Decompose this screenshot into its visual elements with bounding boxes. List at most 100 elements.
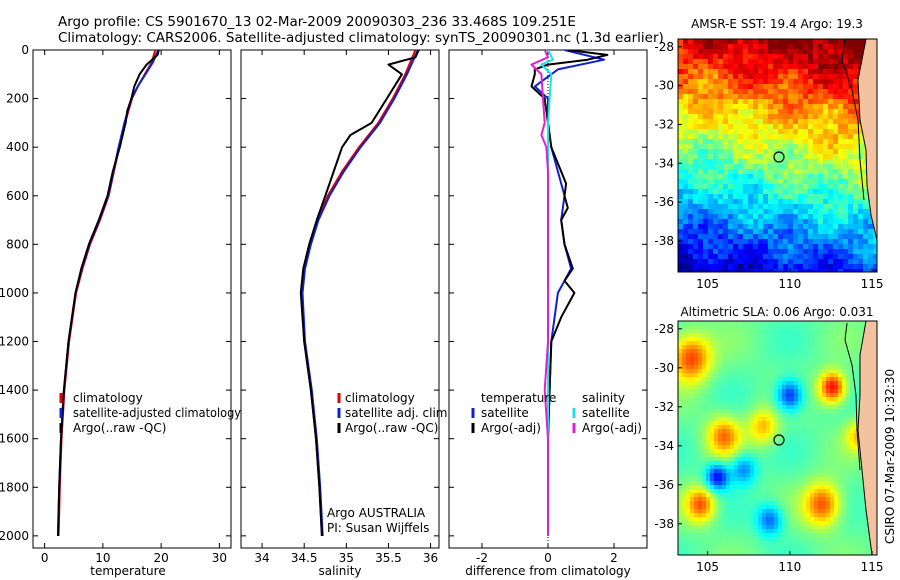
map-cell bbox=[838, 517, 843, 522]
map-cell bbox=[746, 337, 751, 342]
map-cell bbox=[803, 154, 809, 160]
legend-label-satellite-adj: satellite adj. clim. bbox=[345, 406, 451, 420]
map-cell bbox=[838, 124, 844, 130]
map-cell bbox=[783, 264, 789, 270]
map-cell bbox=[768, 124, 774, 130]
map-cell bbox=[758, 124, 764, 130]
map-cell bbox=[762, 341, 767, 346]
map-cell bbox=[738, 84, 744, 90]
map-cell bbox=[738, 229, 744, 235]
legend-header-temperature: temperature bbox=[481, 391, 556, 405]
map-cell bbox=[706, 349, 711, 354]
map-cell bbox=[738, 401, 743, 406]
map-cell bbox=[710, 389, 715, 394]
map-cell bbox=[746, 417, 751, 422]
map-cell bbox=[826, 453, 831, 458]
map-cell bbox=[718, 353, 723, 358]
map-cell bbox=[730, 321, 735, 326]
map-cell bbox=[783, 214, 789, 220]
map-cell bbox=[790, 437, 795, 442]
map-cell bbox=[823, 209, 829, 215]
map-cell bbox=[708, 129, 714, 135]
map-cell bbox=[690, 501, 695, 506]
map-cell bbox=[738, 421, 743, 426]
x-tick-label: 34.5 bbox=[291, 551, 318, 565]
map-cell bbox=[810, 489, 815, 494]
map-cell bbox=[703, 149, 709, 155]
map-cell bbox=[714, 425, 719, 430]
map-cell bbox=[788, 264, 794, 270]
map-cell bbox=[810, 425, 815, 430]
map-cell bbox=[753, 134, 759, 140]
map-cell bbox=[750, 437, 755, 442]
map-cell bbox=[678, 79, 684, 85]
map-cell bbox=[714, 373, 719, 378]
map-cell bbox=[690, 341, 695, 346]
map-cell bbox=[678, 249, 684, 255]
map-cell bbox=[746, 461, 751, 466]
map-cell bbox=[808, 204, 814, 210]
map-cell bbox=[746, 421, 751, 426]
map-cell bbox=[798, 481, 803, 486]
map-cell bbox=[763, 144, 769, 150]
map-cell bbox=[838, 481, 843, 486]
map-cell bbox=[723, 249, 729, 255]
map-cell bbox=[718, 189, 724, 195]
map-cell bbox=[688, 169, 694, 175]
map-cell bbox=[770, 329, 775, 334]
map-cell bbox=[818, 321, 823, 326]
map-cell bbox=[743, 159, 749, 165]
sst-axes-box bbox=[677, 38, 878, 273]
map-cell bbox=[778, 397, 783, 402]
map-cell bbox=[813, 174, 819, 180]
map-cell bbox=[808, 69, 814, 75]
map-cell bbox=[848, 209, 854, 215]
map-cell bbox=[688, 234, 694, 240]
map-cell bbox=[834, 421, 839, 426]
map-cell bbox=[802, 441, 807, 446]
map-cell bbox=[863, 239, 869, 245]
map-cell bbox=[730, 385, 735, 390]
map-cell bbox=[683, 54, 689, 60]
map-cell bbox=[858, 501, 863, 506]
map-cell bbox=[863, 169, 869, 175]
map-cell bbox=[828, 54, 834, 60]
map-cell bbox=[746, 385, 751, 390]
map-cell bbox=[753, 129, 759, 135]
map-cell bbox=[738, 477, 743, 482]
map-cell bbox=[762, 533, 767, 538]
map-cell bbox=[714, 517, 719, 522]
map-cell bbox=[723, 134, 729, 140]
map-cell bbox=[850, 341, 855, 346]
map-cell bbox=[782, 513, 787, 518]
map-cell bbox=[862, 533, 867, 538]
map-cell bbox=[742, 385, 747, 390]
map-cell bbox=[686, 509, 691, 514]
map-cell bbox=[814, 461, 819, 466]
map-cell bbox=[828, 259, 834, 265]
map-cell bbox=[798, 169, 804, 175]
map-cell bbox=[703, 174, 709, 180]
map-cell bbox=[828, 84, 834, 90]
map-cell bbox=[822, 537, 827, 542]
map-cell bbox=[703, 244, 709, 250]
map-cell bbox=[753, 99, 759, 105]
map-cell bbox=[754, 393, 759, 398]
map-cell bbox=[718, 204, 724, 210]
map-cell bbox=[682, 409, 687, 414]
map-cell bbox=[838, 373, 843, 378]
map-cell bbox=[710, 497, 715, 502]
map-cell bbox=[828, 149, 834, 155]
map-cell bbox=[723, 179, 729, 185]
map-cell bbox=[846, 497, 851, 502]
map-cell bbox=[750, 329, 755, 334]
map-cell bbox=[722, 329, 727, 334]
map-cell bbox=[734, 545, 739, 550]
map-cell bbox=[763, 224, 769, 230]
map-cell bbox=[773, 254, 779, 260]
map-cell bbox=[738, 239, 744, 245]
map-cell bbox=[746, 505, 751, 510]
map-cell bbox=[688, 264, 694, 270]
map-cell bbox=[842, 489, 847, 494]
map-cell bbox=[714, 409, 719, 414]
